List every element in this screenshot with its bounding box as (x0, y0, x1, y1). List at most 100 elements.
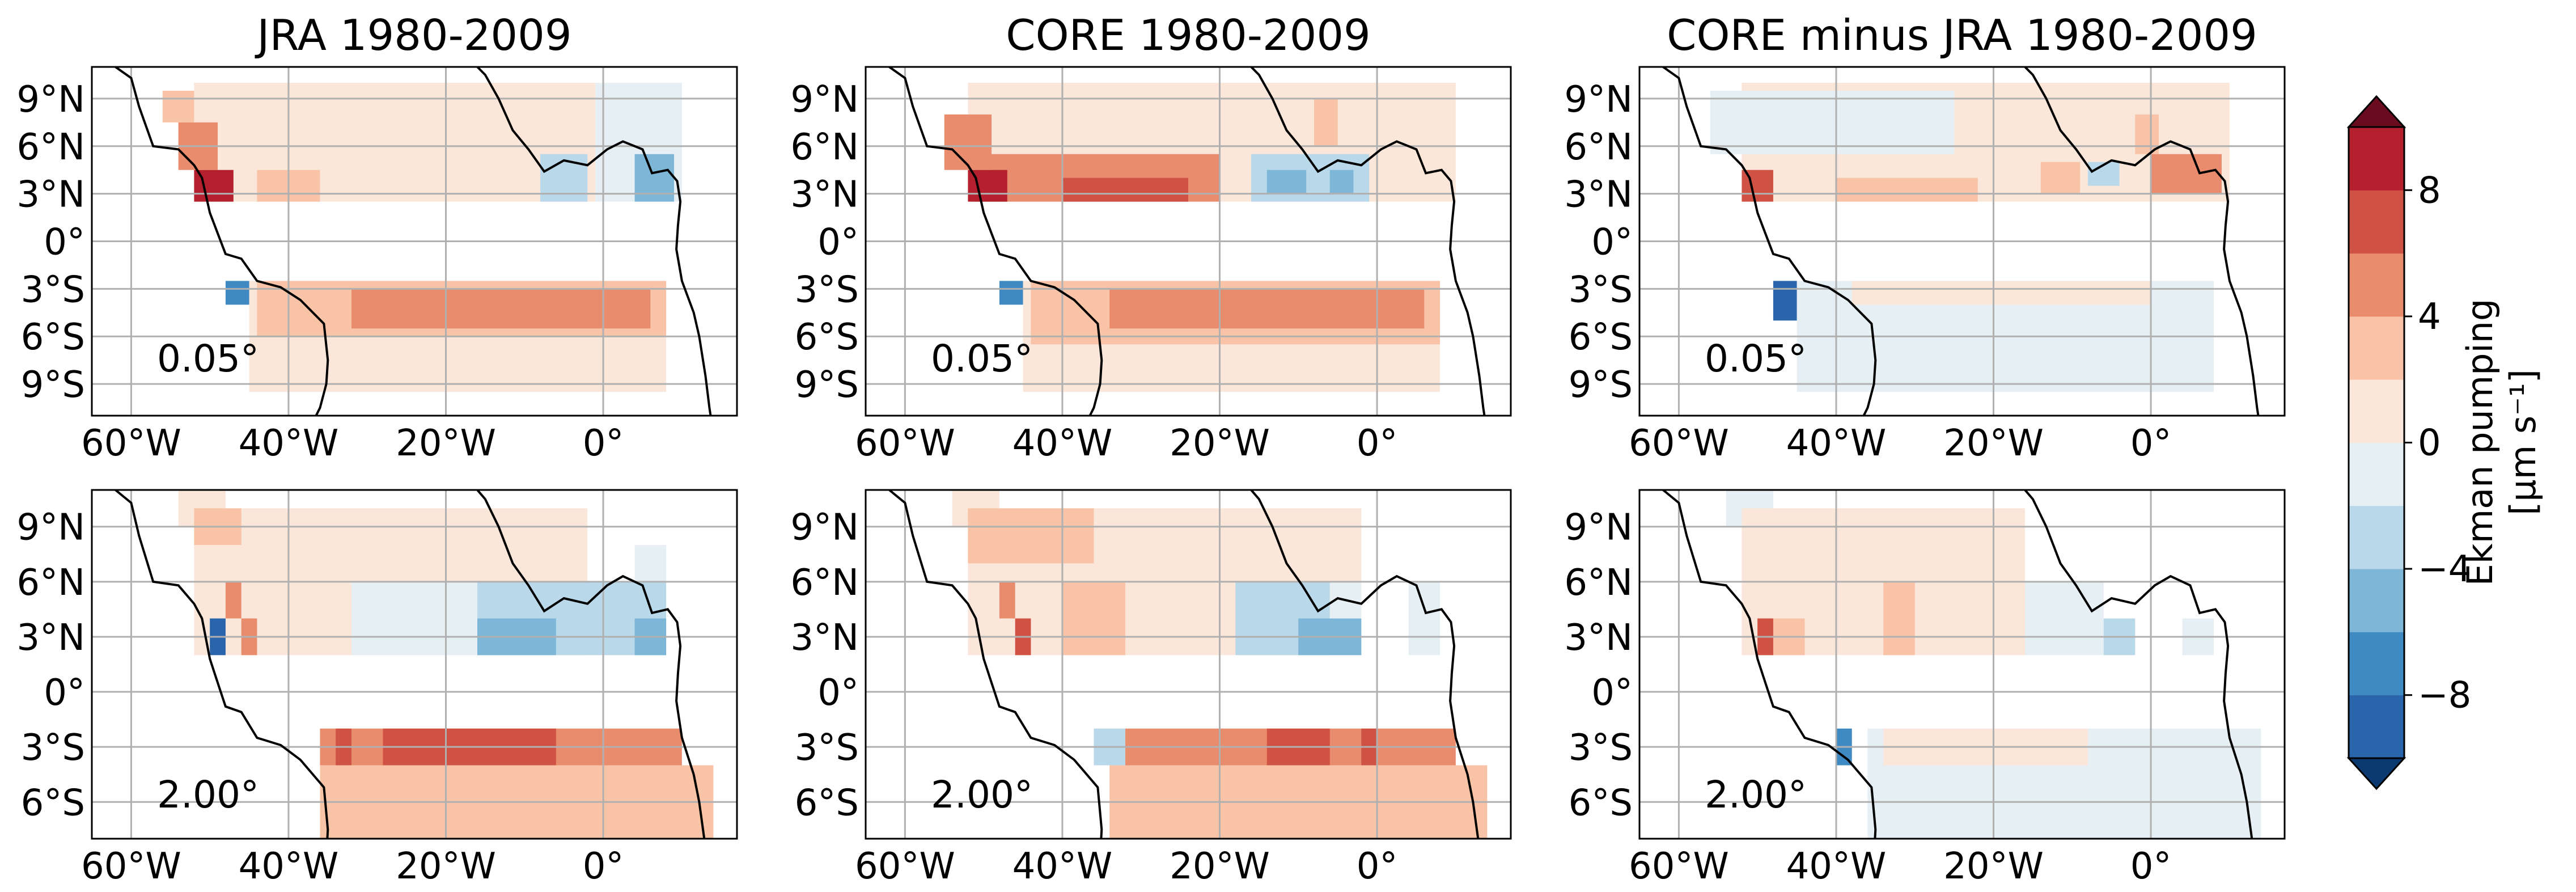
heat-cell (634, 545, 667, 582)
y-tick-label: 9°S (795, 364, 859, 406)
heat-cell (1773, 281, 1797, 321)
y-tick-label: 9°S (1569, 364, 1633, 406)
colorbar-ticks: 8 4 0 −4 −8 (2404, 170, 2471, 717)
x-tick-label: 60°W (855, 846, 955, 887)
heat-cell (2135, 114, 2159, 154)
y-tick-label: 3°S (1569, 269, 1633, 311)
panel-frame (91, 66, 738, 417)
colorbar-tick-label: −8 (2418, 675, 2471, 717)
y-tick-label: 6°S (1569, 782, 1633, 824)
x-tick-label: 40°W (1012, 846, 1113, 887)
y-tick-label: 0° (817, 222, 859, 264)
heat-cell (2025, 581, 2104, 656)
heat-cell (1329, 170, 1354, 194)
colorbar-tick-label: 8 (2418, 170, 2441, 212)
colorbar-swatch (2349, 695, 2404, 759)
x-tick-label: 20°W (396, 846, 496, 887)
coastline-south-america (115, 67, 329, 416)
x-tick-label: 0° (2130, 422, 2172, 464)
x-tick-label: 40°W (1012, 422, 1113, 464)
y-tick-label: 6°N (1564, 562, 1633, 604)
colorbar-extend-max (2346, 95, 2406, 128)
x-tick-label: 60°W (1629, 846, 1729, 887)
panel-1: JRA 1980-2009 0.05° 9°N 6°N 3°N 0° 3°S 6°S 9°S 60… (16, 10, 738, 464)
heat-cell (2040, 162, 2081, 194)
x-tick-label: 60°W (81, 846, 181, 887)
heat-cell (2151, 154, 2222, 194)
y-tick-label: 6°N (790, 126, 859, 168)
colorbar-swatch (2349, 569, 2404, 632)
heat-cell (194, 82, 596, 202)
y-tick-label: 9°N (1564, 79, 1633, 121)
panel-frame (865, 66, 1512, 417)
y-tick-label: 3°N (790, 617, 859, 659)
colorbar-label: Ekman pumping (2459, 299, 2501, 586)
colorbar-unit: [μm s⁻¹] (2502, 369, 2544, 515)
colorbar-extend-min (2346, 757, 2406, 790)
y-tick-label: 6°N (790, 562, 859, 604)
panel-title: JRA 1980-2009 (255, 10, 571, 60)
x-tick-label: 20°W (1170, 846, 1270, 887)
x-tick-label: 40°W (239, 422, 339, 464)
colorbar-swatch (2349, 632, 2404, 696)
heat-cell (1408, 581, 1440, 656)
colorbar-swatch (2349, 316, 2404, 380)
x-tick-label: 0° (583, 846, 624, 887)
x-tick-label: 0° (2130, 846, 2172, 887)
colorbar-swatch (2349, 379, 2404, 443)
colorbar-tick-label: 0 (2418, 422, 2441, 464)
resolution-label: 2.00° (1705, 773, 1807, 817)
x-tick-label: 20°W (396, 422, 496, 464)
colorbar-swatch (2349, 127, 2404, 191)
heat-cell (1883, 581, 1915, 656)
x-tick-label: 0° (583, 422, 624, 464)
panel-frame (1638, 489, 2286, 840)
y-tick-label: 9°N (790, 507, 859, 549)
y-tick-label: 9°N (1564, 507, 1633, 549)
colorbar-swatches (2346, 95, 2406, 790)
colorbar-swatch (2349, 442, 2404, 506)
colorbar-tick-label: 4 (2418, 296, 2441, 338)
panel-frame (91, 489, 738, 840)
resolution-label: 0.05° (1705, 337, 1807, 381)
x-tick-label: 40°W (239, 846, 339, 887)
panel-title: CORE 1980-2009 (1006, 10, 1371, 60)
coastline-south-america (115, 490, 329, 839)
panel-3: CORE minus JRA 1980-2009 0.05° 9°N 6°N 3°N 0°… (1564, 10, 2286, 464)
coastline-africa (476, 67, 712, 416)
heat-cell (999, 581, 1015, 619)
y-tick-label: 0° (1591, 222, 1633, 264)
x-tick-label: 60°W (855, 422, 955, 464)
heat-cell (1710, 90, 1955, 154)
x-tick-label: 20°W (1170, 422, 1270, 464)
resolution-label: 0.05° (157, 337, 259, 381)
heat-cell (162, 90, 194, 122)
colorbar-swatch (2349, 190, 2404, 254)
panel-title: CORE minus JRA 1980-2009 (1667, 10, 2257, 60)
coastline-africa (1249, 67, 1486, 416)
coastline-south-america (1662, 490, 1877, 839)
y-tick-label: 6°S (795, 316, 859, 358)
heat-cell (351, 289, 651, 329)
panel-frame (865, 489, 1512, 840)
y-tick-label: 6°S (795, 782, 859, 824)
colorbar: 8 4 0 −4 −8 Ekman pumping [μm s⁻¹] (2346, 95, 2544, 790)
x-tick-label: 60°W (1629, 422, 1729, 464)
y-tick-label: 9°S (21, 364, 85, 406)
coastline-south-america (888, 490, 1103, 839)
y-tick-label: 6°S (1569, 316, 1633, 358)
x-tick-label: 40°W (1786, 422, 1887, 464)
heat-cell (351, 581, 478, 656)
heat-cell (999, 281, 1023, 305)
colorbar-swatch (2349, 505, 2404, 569)
y-tick-label: 6°S (21, 782, 85, 824)
x-tick-label: 20°W (1943, 422, 2044, 464)
panel-5: 2.00° 9°N 6°N 3°N 0° 3°S 6°S 60°W 40°W 20°W 0° (790, 489, 1512, 887)
heat-cell (1836, 177, 1978, 202)
coastline-africa (2023, 490, 2253, 839)
y-tick-label: 3°S (21, 727, 85, 769)
heat-cell (1266, 170, 1307, 194)
y-tick-label: 3°N (1564, 174, 1633, 216)
panel-2: CORE 1980-2009 0.05° 9°N 6°N 3°N 0° 3°S 6°S 9°S 6… (790, 10, 1512, 464)
